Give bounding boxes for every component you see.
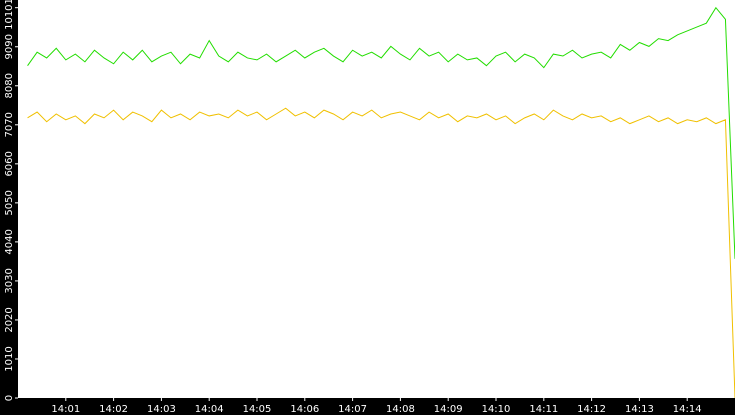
y-tick-label: 6060 bbox=[4, 151, 15, 176]
y-tick-label: 10101 bbox=[4, 0, 15, 30]
y-tick-label: 3030 bbox=[4, 268, 15, 293]
plot-area bbox=[18, 0, 735, 398]
x-tick-label: 14:01 bbox=[51, 404, 80, 415]
x-tick-label: 14:14 bbox=[673, 404, 702, 415]
y-tick-label: 9090 bbox=[4, 34, 15, 59]
x-tick-label: 14:10 bbox=[482, 404, 511, 415]
x-tick-label: 14:04 bbox=[195, 404, 224, 415]
x-tick-label: 14:13 bbox=[625, 404, 654, 415]
x-tick-label: 14:07 bbox=[338, 404, 367, 415]
x-tick-label: 14:08 bbox=[386, 404, 415, 415]
x-tick-label: 14:06 bbox=[290, 404, 319, 415]
y-tick-label: 4040 bbox=[4, 229, 15, 254]
x-tick-label: 14:12 bbox=[577, 404, 606, 415]
x-tick-label: 14:09 bbox=[434, 404, 463, 415]
y-tick-label: 2020 bbox=[4, 307, 15, 332]
x-tick-label: 14:05 bbox=[243, 404, 272, 415]
series-line bbox=[27, 107, 735, 399]
y-tick-label: 1010 bbox=[4, 346, 15, 371]
y-tick-label: 7070 bbox=[4, 112, 15, 137]
y-tick-label: 5050 bbox=[4, 190, 15, 215]
x-tick-label: 14:02 bbox=[99, 404, 128, 415]
y-tick-label: 0 bbox=[4, 395, 15, 401]
y-tick-label: 8080 bbox=[4, 73, 15, 98]
x-tick-label: 14:03 bbox=[147, 404, 176, 415]
x-tick-label: 14:11 bbox=[529, 404, 558, 415]
series-line bbox=[27, 6, 735, 259]
